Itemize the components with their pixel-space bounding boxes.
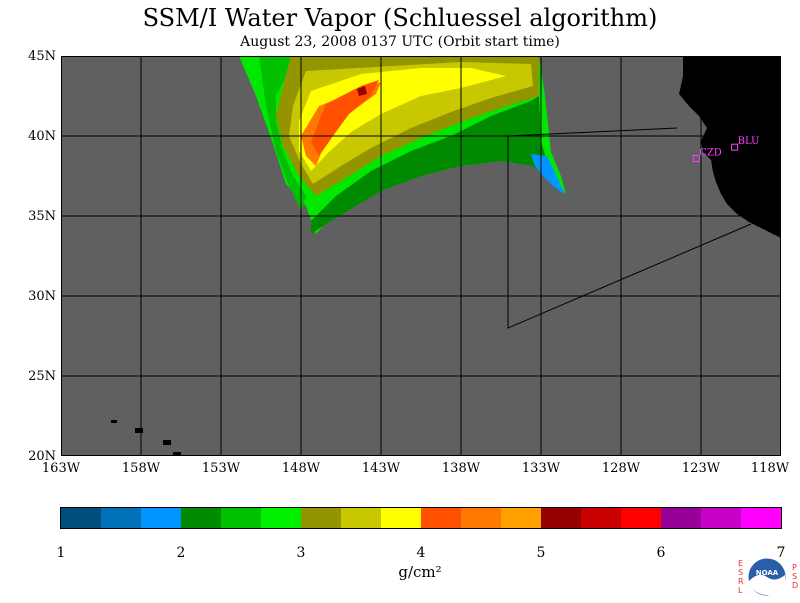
north-america-land <box>679 56 781 238</box>
colorbar-tick-label: 4 <box>416 545 426 561</box>
colorbar-tick-label: 6 <box>656 545 666 561</box>
station-label: CZD <box>699 147 722 158</box>
colorbar-swatch <box>381 508 422 528</box>
longitude-label: 128W <box>601 461 641 476</box>
longitude-label: 163W <box>41 461 81 476</box>
colorbar-swatch <box>341 508 382 528</box>
colorbar-swatch <box>501 508 542 528</box>
logo-text: NOAA <box>756 569 779 577</box>
colorbar-swatch <box>141 508 182 528</box>
longitude-label: 133W <box>521 461 561 476</box>
latitude-label: 45N <box>28 49 56 64</box>
colorbar-swatch <box>701 508 742 528</box>
longitude-label: 148W <box>281 461 321 476</box>
water-vapor-map: CZD BLU <box>61 56 781 456</box>
longitude-label: 153W <box>201 461 241 476</box>
station-marker <box>731 143 739 151</box>
swath-red-orange <box>311 80 379 156</box>
colorbar-tick-label: 1 <box>56 545 66 561</box>
colorbar-swatch <box>261 508 302 528</box>
map-subtitle: August 23, 2008 0137 UTC (Orbit start ti… <box>240 34 560 50</box>
esrl-letter-1: E <box>738 559 744 568</box>
hawaiian-islands <box>111 420 181 456</box>
esrl-letter-2: S <box>738 568 744 577</box>
colorbar-tick-label: 3 <box>296 545 306 561</box>
psd-letter-3: D <box>792 581 799 590</box>
colorbar-swatch <box>101 508 142 528</box>
station-markers: CZD BLU <box>692 136 760 162</box>
latitude-label: 25N <box>28 369 56 384</box>
esrl-letter-3: R <box>738 577 744 586</box>
swath-dark-red <box>357 86 367 96</box>
colorbar-swatch <box>541 508 582 528</box>
colorbar-swatch <box>181 508 222 528</box>
colorbar-swatch <box>621 508 662 528</box>
psd-letter-2: S <box>792 572 798 581</box>
station-marker <box>692 154 700 162</box>
longitude-label: 123W <box>681 461 721 476</box>
latitude-label: 20N <box>28 449 56 464</box>
map-title: SSM/I Water Vapor (Schluessel algorithm) <box>142 4 658 32</box>
station-label: BLU <box>738 136 760 147</box>
longitude-label: 143W <box>361 461 401 476</box>
colorbar-swatch <box>741 508 782 528</box>
colorbar-tick-label: 2 <box>176 545 186 561</box>
gridlines <box>61 56 781 456</box>
colorbar-tick-label: 5 <box>536 545 546 561</box>
psd-letter-1: P <box>792 563 797 572</box>
esrl-letter-4: L <box>738 586 743 595</box>
swath-mid-green <box>259 56 306 211</box>
latitude-label: 35N <box>28 209 56 224</box>
colorbar-swatch <box>301 508 342 528</box>
swath-dark-green <box>311 96 551 234</box>
colorbar-swatch <box>661 508 702 528</box>
colorbar-swatch <box>61 508 102 528</box>
colorbar-swatch <box>221 508 262 528</box>
colorbar-swatch <box>461 508 502 528</box>
colorbar-swatch <box>421 508 462 528</box>
colorbar-units: g/cm² <box>398 563 442 581</box>
boundary-polygon <box>507 127 752 329</box>
longitude-label: 158W <box>121 461 161 476</box>
longitude-label: 138W <box>441 461 481 476</box>
longitude-label: 118W <box>750 461 790 476</box>
noaa-esrl-logo: NOAA E S R L P S D <box>735 555 799 599</box>
colorbar-tick-label: 7 <box>776 545 786 561</box>
water-vapor-swath <box>239 56 566 234</box>
colorbar <box>60 507 782 529</box>
latitude-label: 40N <box>28 129 56 144</box>
colorbar-swatch <box>581 508 622 528</box>
swath-blue-patch <box>531 154 565 194</box>
latitude-label: 30N <box>28 289 56 304</box>
